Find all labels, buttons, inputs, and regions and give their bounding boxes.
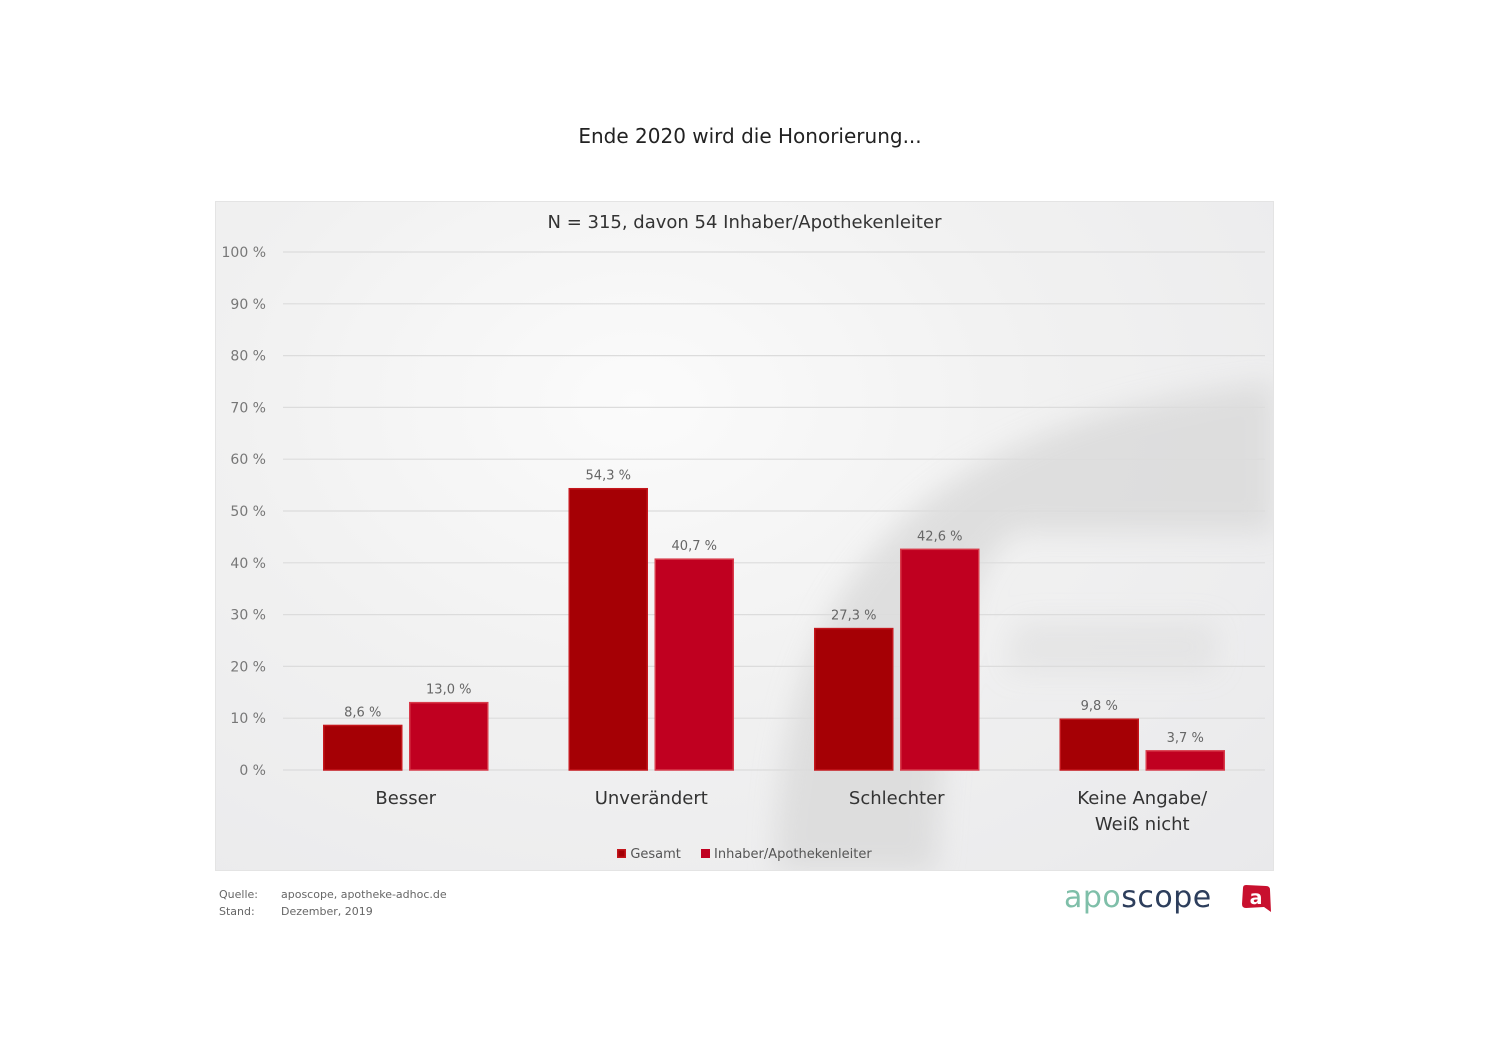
footer-date-label: Stand:	[219, 905, 255, 918]
footer-source-value: aposcope, apotheke-adhoc.de	[281, 888, 447, 901]
aposcope-logo: aposcope	[1064, 880, 1212, 915]
data-label: 27,3 %	[831, 609, 876, 624]
x-category-label: Keine Angabe/	[1077, 788, 1208, 809]
logo-text-apo: apo	[1064, 880, 1122, 915]
legend: Gesamt Inhaber/Apothekenleiter	[216, 847, 1273, 862]
legend-item-inhaber: Inhaber/Apothekenleiter	[701, 847, 872, 862]
x-category-label: Besser	[375, 788, 436, 809]
data-label: 40,7 %	[672, 539, 717, 554]
apotheke-adhoc-logo-icon: a	[1242, 885, 1271, 912]
footer-date-value: Dezember, 2019	[281, 905, 373, 918]
legend-swatch-inhaber	[701, 849, 711, 858]
y-tick-label: 70 %	[230, 400, 266, 416]
logo-badge-letter: a	[1250, 887, 1263, 909]
bar-gesamt	[568, 487, 648, 771]
bar-gesamt	[323, 724, 403, 771]
y-tick-label: 50 %	[230, 504, 266, 520]
chart-panel: N = 315, davon 54 Inhaber/Apothekenleite…	[215, 201, 1274, 871]
y-tick-label: 90 %	[230, 297, 266, 313]
y-tick-label: 0 %	[239, 763, 266, 779]
footer-source-label: Quelle:	[219, 888, 258, 901]
chart-title: Ende 2020 wird die Honorierung...	[578, 124, 922, 148]
logo-text-scope: scope	[1121, 880, 1212, 915]
plot-area: 0 % 10 % 20 % 30 % 40 % 50 % 60 % 70 % 80 % 90 % 1…	[222, 245, 1265, 835]
legend-label-inhaber: Inhaber/Apothekenleiter	[714, 847, 872, 862]
y-tick-label: 80 %	[230, 349, 266, 365]
bar-gesamt	[1059, 718, 1139, 771]
y-tick-label: 60 %	[230, 452, 266, 468]
bar-gesamt	[814, 627, 894, 771]
data-label: 13,0 %	[426, 683, 471, 698]
data-label: 8,6 %	[344, 705, 381, 720]
legend-swatch-gesamt	[617, 849, 627, 858]
data-label: 3,7 %	[1167, 731, 1204, 746]
chart-subtitle: N = 315, davon 54 Inhaber/Apothekenleite…	[547, 212, 942, 233]
bar-inhaber	[409, 701, 489, 771]
y-tick-label: 30 %	[230, 608, 266, 624]
data-label: 9,8 %	[1081, 699, 1118, 714]
x-category-label: Schlechter	[849, 788, 945, 809]
data-label: 42,6 %	[917, 529, 962, 544]
x-category-label: Weiß nicht	[1095, 814, 1190, 835]
y-tick-label: 10 %	[230, 711, 266, 727]
bar-inhaber	[654, 558, 734, 771]
data-label: 54,3 %	[586, 469, 631, 484]
bar-inhaber	[900, 548, 980, 771]
bar-inhaber	[1145, 750, 1225, 771]
y-tick-label: 100 %	[222, 245, 266, 261]
y-tick-label: 40 %	[230, 556, 266, 572]
x-category-label: Unverändert	[595, 788, 708, 809]
legend-item-gesamt: Gesamt	[617, 847, 681, 862]
y-tick-label: 20 %	[230, 659, 266, 675]
legend-label-gesamt: Gesamt	[630, 847, 681, 862]
